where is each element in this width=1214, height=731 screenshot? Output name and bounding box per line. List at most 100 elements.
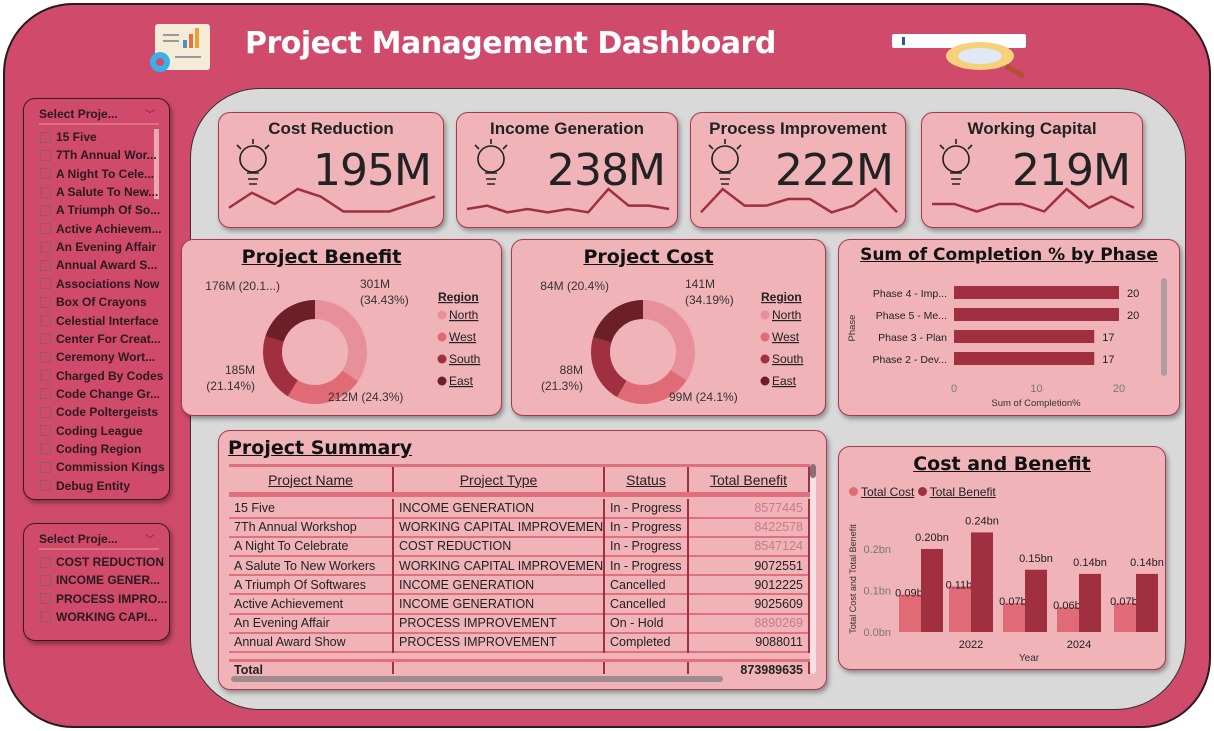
slicer-scrollbar[interactable] bbox=[154, 129, 159, 199]
search-magnifier-icon[interactable] bbox=[888, 28, 1033, 80]
cost-bar[interactable] bbox=[899, 594, 921, 632]
legend-east[interactable]: East bbox=[449, 374, 474, 388]
checkbox[interactable] bbox=[40, 556, 51, 568]
checkbox[interactable] bbox=[40, 278, 51, 290]
slicer-item[interactable]: Center For Creat... bbox=[40, 332, 161, 346]
cost-bar[interactable] bbox=[1114, 602, 1136, 632]
legend-west[interactable]: West bbox=[772, 330, 800, 344]
checkbox[interactable] bbox=[40, 388, 51, 400]
cost-bar[interactable] bbox=[1003, 602, 1025, 632]
checkbox[interactable] bbox=[40, 131, 51, 143]
slicer-item[interactable]: Coding Region bbox=[40, 442, 141, 456]
checkbox[interactable] bbox=[40, 425, 51, 437]
legend-total-benefit[interactable]: Total Benefit bbox=[917, 485, 996, 499]
bar[interactable] bbox=[954, 330, 1095, 343]
checkbox[interactable] bbox=[40, 204, 51, 216]
bar[interactable] bbox=[954, 308, 1119, 321]
column-header[interactable]: Project Name bbox=[268, 471, 353, 488]
slicer-header[interactable]: Select Proje... bbox=[39, 532, 159, 550]
checkbox[interactable] bbox=[40, 333, 51, 345]
slicer-item[interactable]: Code Change Gr... bbox=[40, 387, 160, 401]
checkbox[interactable] bbox=[40, 480, 51, 492]
benefit-bar[interactable] bbox=[1136, 573, 1158, 632]
checkbox[interactable] bbox=[40, 574, 51, 586]
checkbox[interactable] bbox=[40, 406, 51, 418]
donut-slice-south[interactable] bbox=[263, 336, 298, 397]
table-row[interactable]: 7Th Annual Workshop WORKING CAPITAL IMPRO… bbox=[229, 517, 810, 537]
legend-east[interactable]: East bbox=[772, 374, 797, 388]
donut-slice-east[interactable] bbox=[265, 300, 315, 343]
cost-bar[interactable] bbox=[1057, 607, 1079, 632]
checkbox[interactable] bbox=[40, 611, 51, 623]
checkbox[interactable] bbox=[40, 168, 51, 180]
donut-slice-north[interactable] bbox=[315, 300, 367, 382]
slicer-item[interactable]: Celestial Interface bbox=[40, 314, 159, 328]
benefit-bar[interactable] bbox=[921, 549, 943, 632]
checkbox[interactable] bbox=[40, 593, 51, 605]
slicer-item[interactable]: Commission Kings bbox=[40, 460, 165, 474]
slicer-item[interactable]: COST REDUCTION bbox=[40, 555, 164, 569]
legend-south[interactable]: South bbox=[772, 352, 803, 366]
chevron-down-icon[interactable]: ﹀ bbox=[145, 110, 155, 121]
project-name-slicer[interactable]: Select Proje... ﹀ 15 Five 7Th Annual Wor.… bbox=[23, 98, 170, 500]
benefit-bar[interactable] bbox=[971, 532, 993, 632]
checkbox[interactable] bbox=[40, 370, 51, 382]
table-row[interactable]: A Triumph Of Softwares INCOME GENERATION C… bbox=[229, 575, 810, 595]
slicer-item[interactable]: Coding League bbox=[40, 424, 143, 438]
slicer-item[interactable]: Active Achievem... bbox=[40, 222, 162, 236]
table-row[interactable]: A Night To Celebrate COST REDUCTION In - P… bbox=[229, 536, 810, 557]
cost-bar[interactable] bbox=[949, 586, 971, 632]
vertical-scrollbar[interactable] bbox=[810, 464, 816, 674]
slicer-item[interactable]: Charged By Codes bbox=[40, 369, 163, 383]
column-header[interactable]: Status bbox=[603, 465, 688, 495]
slicer-item[interactable]: An Evening Affair bbox=[40, 240, 156, 254]
slicer-item[interactable]: A Salute To New... bbox=[40, 185, 158, 199]
checkbox[interactable] bbox=[40, 149, 51, 161]
slicer-item[interactable]: Box Of Crayons bbox=[40, 295, 147, 309]
slicer-item[interactable]: INCOME GENER... bbox=[40, 573, 160, 587]
table-row[interactable]: An Evening Affair PROCESS IMPROVEMENT On -… bbox=[229, 613, 810, 633]
checkbox[interactable] bbox=[40, 351, 51, 363]
table-row[interactable]: Active Achievement INCOME GENERATION Cance… bbox=[229, 594, 810, 614]
benefit-bar[interactable] bbox=[1079, 573, 1101, 632]
checkbox[interactable] bbox=[40, 443, 51, 455]
bar[interactable] bbox=[954, 352, 1095, 365]
legend-north[interactable]: North bbox=[449, 308, 478, 322]
legend-south[interactable]: South bbox=[449, 352, 480, 366]
slicer-item[interactable]: PROCESS IMPRO... bbox=[40, 592, 167, 606]
chart-scrollbar[interactable] bbox=[1161, 278, 1167, 376]
slicer-item[interactable]: WORKING CAPI... bbox=[40, 610, 157, 624]
slicer-item[interactable]: 7Th Annual Wor... bbox=[40, 148, 157, 162]
checkbox[interactable] bbox=[40, 241, 51, 253]
donut-slice-west[interactable] bbox=[617, 370, 687, 404]
column-header[interactable]: Tot bbox=[808, 465, 810, 495]
horizontal-scrollbar[interactable] bbox=[231, 676, 723, 682]
checkbox[interactable] bbox=[40, 223, 51, 235]
bar[interactable] bbox=[954, 286, 1119, 299]
column-header[interactable]: Total Benefit bbox=[687, 465, 809, 495]
chevron-down-icon[interactable]: ﹀ bbox=[145, 535, 155, 546]
checkbox[interactable] bbox=[40, 461, 51, 473]
table-row[interactable]: A Salute To New Workers WORKING CAPITAL I… bbox=[229, 556, 810, 576]
legend-total-cost[interactable]: Total Cost bbox=[849, 485, 914, 499]
legend-north[interactable]: North bbox=[772, 308, 801, 322]
donut-slice-south[interactable] bbox=[591, 337, 627, 398]
checkbox[interactable] bbox=[40, 259, 51, 271]
slicer-item[interactable]: Annual Award S... bbox=[40, 258, 157, 272]
slicer-item[interactable]: Ceremony Wort... bbox=[40, 350, 155, 364]
slicer-item[interactable]: Associations Now bbox=[40, 277, 159, 291]
donut-slice-west[interactable] bbox=[287, 370, 359, 404]
slicer-item[interactable]: Debug Entity bbox=[40, 479, 130, 493]
checkbox[interactable] bbox=[40, 315, 51, 326]
donut-slice-north[interactable] bbox=[643, 300, 695, 381]
legend-west[interactable]: West bbox=[449, 330, 477, 344]
checkbox[interactable] bbox=[40, 186, 51, 198]
donut-slice-east[interactable] bbox=[593, 300, 643, 343]
slicer-item[interactable]: Code Poltergeists bbox=[40, 405, 158, 419]
slicer-item[interactable]: A Triumph Of So... bbox=[40, 203, 160, 217]
project-type-slicer[interactable]: Select Proje... ﹀ COST REDUCTION INCOME G… bbox=[23, 523, 170, 641]
checkbox[interactable] bbox=[40, 296, 51, 308]
slicer-header[interactable]: Select Proje... bbox=[39, 107, 159, 125]
table-row[interactable]: 15 Five INCOME GENERATION In - Progress 857… bbox=[229, 498, 810, 518]
slicer-item[interactable]: A Night To Cele... bbox=[40, 167, 154, 181]
